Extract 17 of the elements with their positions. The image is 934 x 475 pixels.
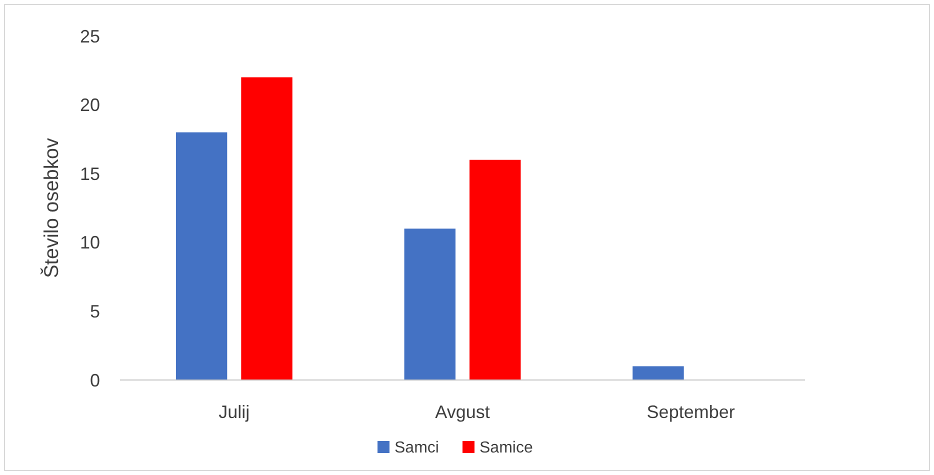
legend-label: Samice xyxy=(480,440,533,457)
y-tick-label: 0 xyxy=(90,370,100,390)
x-tick-label: September xyxy=(646,402,735,422)
x-tick-label: Avgust xyxy=(435,402,490,422)
y-tick-label: 10 xyxy=(80,232,100,253)
y-tick-label: 25 xyxy=(80,26,100,46)
legend-label: Samci xyxy=(394,440,439,457)
bar xyxy=(470,160,521,380)
y-tick-label: 20 xyxy=(80,95,100,116)
y-tick-label: 15 xyxy=(80,164,100,184)
bar xyxy=(241,77,292,380)
bar xyxy=(404,228,456,380)
y-axis-title: Število osebkov xyxy=(40,138,63,278)
y-tick-label: 5 xyxy=(90,302,100,322)
x-tick-label: Julij xyxy=(218,402,250,422)
bar xyxy=(176,132,228,380)
bar xyxy=(632,366,684,380)
